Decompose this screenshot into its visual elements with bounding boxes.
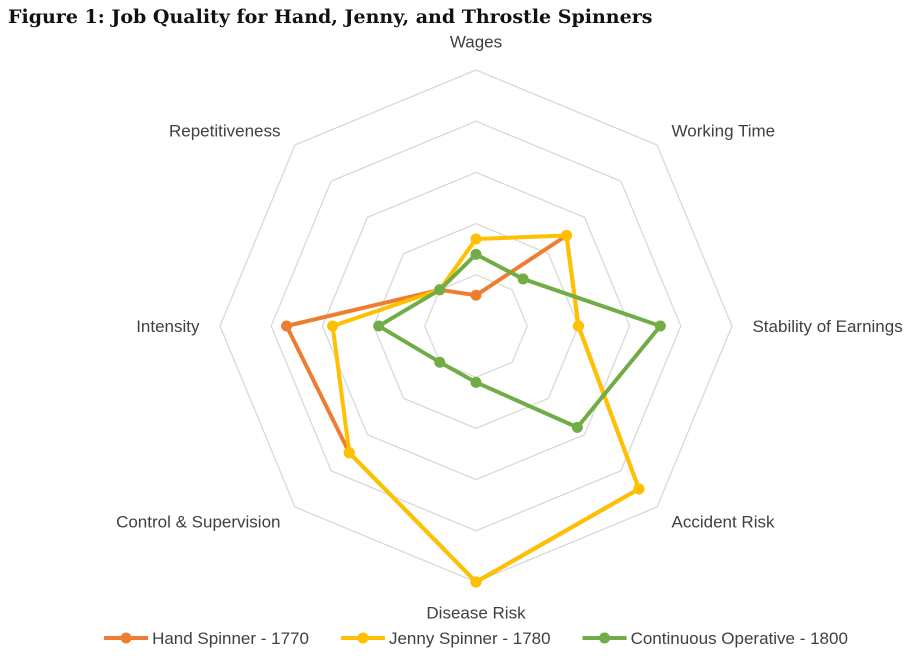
data-point-3 xyxy=(572,320,584,332)
data-point-8 xyxy=(434,284,446,296)
data-point-6 xyxy=(343,447,355,459)
axis-label-1: Wages xyxy=(450,33,502,52)
axis-label-4: Accident Risk xyxy=(672,513,775,532)
data-point-1 xyxy=(470,248,482,260)
data-point-7 xyxy=(373,320,385,332)
axis-label-2: Working Time xyxy=(672,121,776,140)
legend-label: Hand Spinner - 1770 xyxy=(152,629,309,648)
data-point-4 xyxy=(571,421,583,433)
legend: Hand Spinner - 1770 Jenny Spinner - 1780 C… xyxy=(104,629,848,648)
data-point-4 xyxy=(633,483,645,495)
series-hand-spinner-1770 xyxy=(281,229,645,588)
axis-label-7: Intensity xyxy=(136,317,200,336)
data-point-1 xyxy=(470,289,482,301)
data-point-7 xyxy=(327,320,339,332)
legend-item-hand-spinner-1770: Hand Spinner - 1770 xyxy=(104,629,309,648)
legend-label: Jenny Spinner - 1780 xyxy=(389,629,551,648)
grid-ring-4 xyxy=(270,120,682,532)
axis-label-6: Control & Supervision xyxy=(116,513,280,532)
grid-ring-2 xyxy=(372,222,580,430)
legend-marker xyxy=(120,632,132,644)
legend-marker xyxy=(357,632,369,644)
axis-label-8: Repetitiveness xyxy=(169,121,281,140)
data-point-7 xyxy=(281,320,293,332)
data-point-2 xyxy=(517,273,529,285)
data-point-6 xyxy=(434,356,446,368)
legend-item-continuous-operative-1800: Continuous Operative - 1800 xyxy=(582,629,848,648)
axis-label-5: Disease Risk xyxy=(426,603,526,622)
series-line xyxy=(284,233,641,584)
axis-label-3: Stability of Earnings xyxy=(752,317,902,336)
grid-ring-3 xyxy=(321,171,631,481)
series-jenny-spinner-1780 xyxy=(327,229,645,588)
data-point-2 xyxy=(561,229,573,241)
axis-labels: Wages Working Time Stability of Earnings Ac… xyxy=(116,33,903,623)
data-point-1 xyxy=(470,233,482,245)
data-point-5 xyxy=(470,576,482,588)
legend-marker xyxy=(599,632,611,644)
radar-series xyxy=(281,229,666,588)
legend-label: Continuous Operative - 1800 xyxy=(631,629,848,648)
series-continuous-operative-1800 xyxy=(373,248,666,433)
data-point-3 xyxy=(654,320,666,332)
legend-item-jenny-spinner-1780: Jenny Spinner - 1780 xyxy=(340,629,551,648)
figure-title: Figure 1: Job Quality for Hand, Jenny, a… xyxy=(8,6,653,28)
data-point-5 xyxy=(470,376,482,388)
